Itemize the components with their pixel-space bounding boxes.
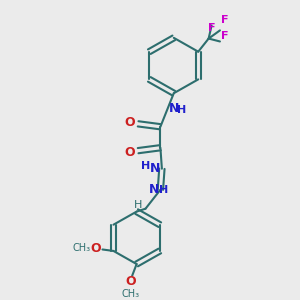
Text: O: O xyxy=(124,146,135,159)
Text: H: H xyxy=(177,105,187,115)
Text: N: N xyxy=(150,162,161,175)
Text: O: O xyxy=(124,116,135,129)
Text: H: H xyxy=(134,200,142,210)
Text: O: O xyxy=(125,275,136,288)
Text: O: O xyxy=(90,242,101,254)
Text: CH₃: CH₃ xyxy=(73,243,91,253)
Text: CH₃: CH₃ xyxy=(122,289,140,299)
Text: N: N xyxy=(149,183,159,196)
Text: H: H xyxy=(141,161,150,171)
Text: F: F xyxy=(208,23,216,33)
Text: H: H xyxy=(159,185,169,195)
Text: N: N xyxy=(168,102,179,115)
Text: F: F xyxy=(221,31,229,41)
Text: F: F xyxy=(221,16,229,26)
